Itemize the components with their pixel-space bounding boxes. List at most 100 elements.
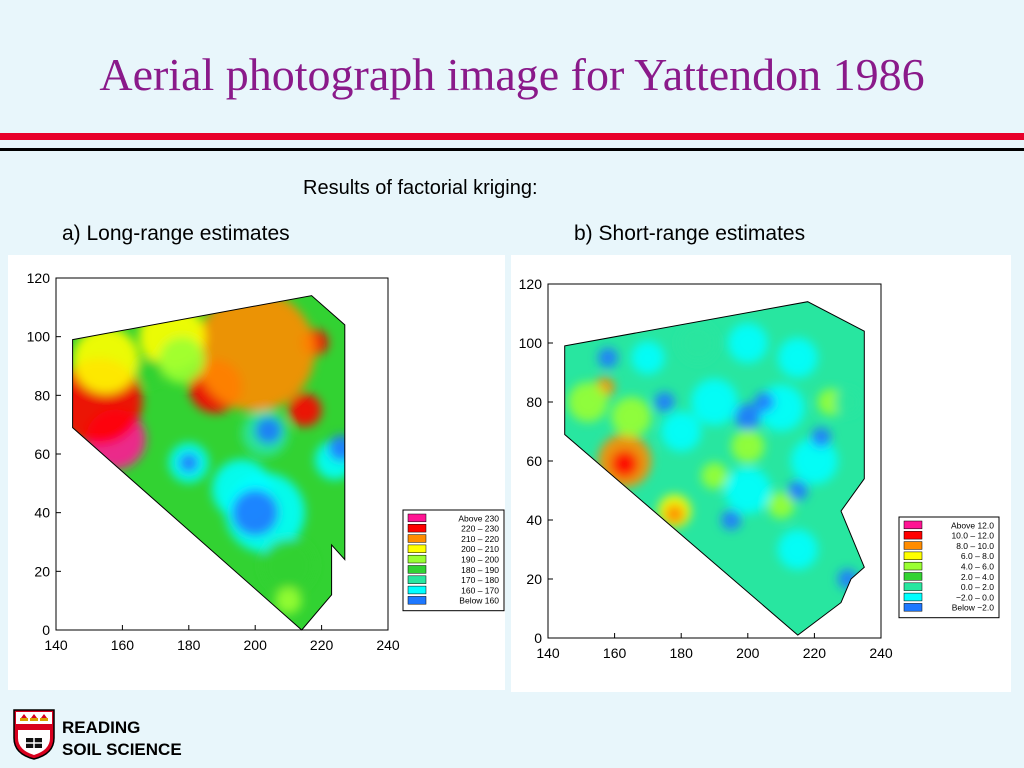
a-legend-swatch-3 — [407, 544, 427, 553]
b-contour-region-12 — [727, 323, 768, 363]
b-contour-region-13 — [777, 337, 818, 378]
b-y-tick-label-0: 0 — [534, 630, 542, 646]
a-x-tick-label-3: 200 — [244, 637, 268, 653]
b-x-tick-label-4: 220 — [803, 645, 827, 661]
a-y-tick-label-6: 120 — [27, 270, 51, 286]
b-contour-region-21 — [597, 347, 618, 368]
slide-title: Aerial photograph image for Yattendon 19… — [99, 49, 925, 100]
chart-a-svg: 140 160 180 200 220 240 0 20 40 60 80 100 120 Above 2… — [27, 270, 505, 653]
b-contour-region-29 — [834, 388, 862, 416]
university-crest-icon — [13, 709, 55, 760]
a-y-tick-label-0: 0 — [42, 622, 50, 638]
b-contour-region-24 — [754, 392, 775, 412]
a-y-tick-label-4: 80 — [34, 387, 50, 403]
b-y-tick-label-6: 120 — [519, 276, 543, 292]
b-x-tick-label-2: 180 — [670, 645, 694, 661]
b-legend-swatch-7 — [903, 592, 923, 602]
a-x-tick-label-2: 180 — [177, 637, 201, 653]
b-x-tick-label-3: 200 — [736, 645, 760, 661]
b-contour-region-25 — [811, 427, 832, 448]
a-contour-region-16 — [231, 489, 279, 536]
b-contour-region-3 — [664, 504, 685, 525]
b-legend-swatch-8 — [903, 603, 923, 612]
a-contour-region-7 — [72, 326, 139, 394]
a-legend-swatch-7 — [407, 585, 427, 595]
b-legend-swatch-6 — [903, 582, 923, 591]
b-legend-label-2: 8.0 – 10.0 — [956, 541, 994, 551]
b-y-tick-label-1: 20 — [526, 571, 542, 587]
a-y-tick-label-2: 40 — [34, 505, 50, 521]
b-legend-label-4: 4.0 – 6.0 — [961, 562, 994, 572]
slide-subtitle: Results of factorial kriging: — [303, 177, 538, 199]
a-x-tick-label-1: 160 — [111, 637, 135, 653]
title-rule-black — [0, 148, 1024, 151]
b-contour-region-17 — [791, 437, 838, 485]
b-contour-region-14 — [691, 378, 738, 426]
a-legend-label-8: Below 160 — [459, 596, 499, 606]
b-y-tick-label-2: 40 — [526, 512, 542, 528]
b-contour-region-28 — [721, 510, 742, 530]
a-x-tick-label-4: 220 — [310, 637, 334, 653]
chart-b-title: b) Short-range estimates — [574, 222, 806, 245]
chart-a-panel: 140 160 180 200 220 240 0 20 40 60 80 100 120 Above 2… — [8, 255, 505, 690]
b-contour-region-1 — [611, 450, 638, 478]
b-contour-region-18 — [777, 529, 818, 570]
a-contour-region-17 — [178, 452, 199, 473]
title-rule-red — [0, 133, 1024, 140]
b-contour-region-5 — [567, 382, 608, 422]
a-contour-region-19 — [261, 538, 315, 593]
b-contour-region-11 — [677, 323, 718, 363]
a-legend-label-2: 210 – 220 — [461, 534, 499, 544]
a-legend-swatch-2 — [407, 534, 427, 543]
b-legend-label-8: Below −2.0 — [952, 603, 995, 613]
b-heatmap-surface — [567, 323, 862, 589]
a-legend-label-1: 220 – 230 — [461, 524, 499, 534]
a-legend-label-3: 200 – 210 — [461, 544, 499, 554]
a-legend-label-0: Above 230 — [458, 513, 499, 523]
a-legend-swatch-4 — [407, 554, 427, 564]
b-contour-region-19 — [661, 411, 702, 452]
b-legend-label-3: 6.0 – 8.0 — [961, 551, 994, 561]
a-legend-swatch-8 — [407, 596, 427, 605]
logo-line-2: SOIL SCIENCE — [62, 740, 182, 759]
chart-a-title: a) Long-range estimates — [62, 222, 290, 245]
a-legend-swatch-1 — [407, 524, 427, 533]
logo-line-1: READING — [62, 718, 141, 737]
b-contour-region-20 — [631, 341, 665, 375]
b-legend-label-0: Above 12.0 — [951, 520, 994, 530]
b-y-tick-label-5: 100 — [519, 335, 543, 351]
b-y-tick-label-3: 60 — [526, 453, 542, 469]
a-legend-swatch-6 — [407, 575, 427, 584]
b-legend-swatch-2 — [903, 541, 923, 550]
a-contour-region-4 — [288, 393, 322, 427]
b-contour-region-23 — [734, 403, 762, 431]
a-legend-label-4: 190 – 200 — [461, 555, 499, 565]
b-contour-region-26 — [787, 480, 808, 501]
b-x-tick-label-0: 140 — [536, 645, 560, 661]
a-survey-boundary — [72, 295, 346, 631]
b-x-tick-label-1: 160 — [603, 645, 627, 661]
b-y-tick-label-4: 80 — [526, 394, 542, 410]
b-contour-region-8 — [701, 462, 728, 490]
a-contour-region-8 — [158, 336, 206, 384]
a-y-tick-label-3: 60 — [34, 446, 50, 462]
b-survey-boundary — [564, 301, 865, 636]
b-legend-swatch-0 — [903, 520, 923, 530]
b-legend-swatch-3 — [903, 551, 923, 560]
a-y-tick-label-1: 20 — [34, 563, 50, 579]
a-y-tick-label-5: 100 — [27, 329, 51, 345]
b-contour-region-16 — [724, 467, 772, 514]
a-legend-label-6: 170 – 180 — [461, 575, 499, 585]
a-contour-region-9 — [135, 358, 163, 386]
b-legend-swatch-4 — [903, 561, 923, 571]
a-legend-label-7: 160 – 170 — [461, 585, 499, 595]
b-x-tick-label-5: 240 — [869, 645, 893, 661]
a-x-tick-label-5: 240 — [376, 637, 400, 653]
logo-text: READING SOIL SCIENCE — [62, 717, 182, 761]
a-contour-region-15 — [255, 417, 282, 444]
chart-b-svg: 140 160 180 200 220 240 0 20 40 60 80 100 120 Above 1… — [519, 276, 1000, 661]
a-x-tick-label-0: 140 — [44, 637, 68, 653]
a-heatmap-surface — [72, 295, 345, 614]
chart-b-panel: 140 160 180 200 220 240 0 20 40 60 80 100 120 Above 1… — [511, 255, 1011, 692]
a-contour-region-20 — [275, 587, 302, 614]
